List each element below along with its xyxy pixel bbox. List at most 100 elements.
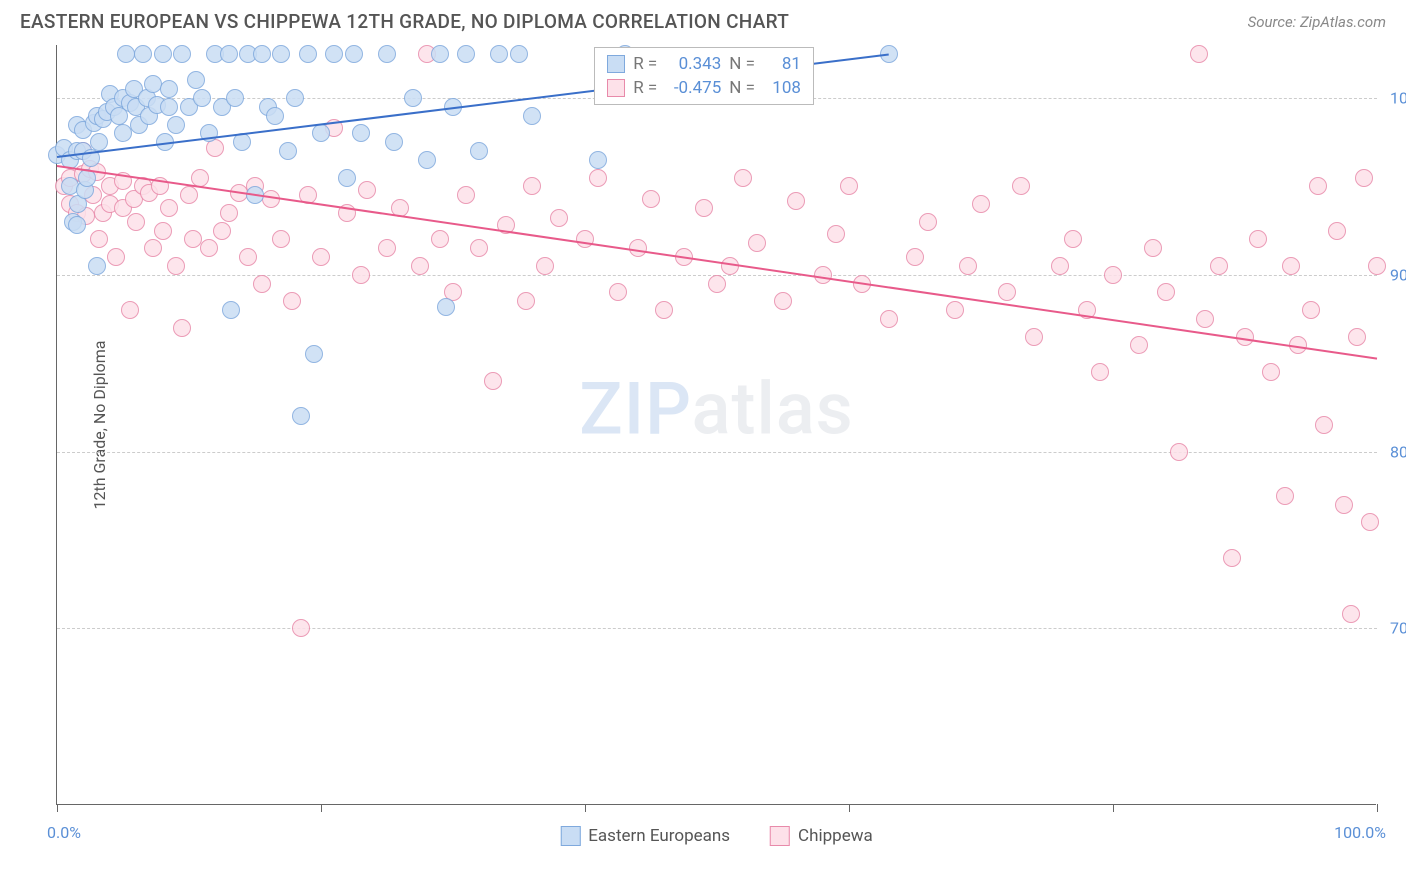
data-point [880, 310, 898, 328]
legend: Eastern EuropeansChippewa [560, 826, 872, 846]
data-point [220, 204, 238, 222]
legend-swatch [770, 826, 790, 846]
x-axis-max-label: 100.0% [1334, 823, 1386, 842]
data-point [1210, 257, 1228, 275]
data-point [378, 239, 396, 257]
data-point [352, 266, 370, 284]
data-point [404, 89, 422, 107]
data-point [312, 248, 330, 266]
data-point [200, 239, 218, 257]
data-point [1249, 230, 1267, 248]
data-point [154, 45, 172, 63]
x-tick [849, 804, 850, 812]
n-label: N = [729, 54, 755, 74]
correlation-box: R =0.343N =81R =-0.475N =108 [594, 47, 814, 105]
r-label: R = [633, 78, 657, 98]
data-point [1342, 605, 1360, 623]
source-label: Source: ZipAtlas.com [1248, 13, 1386, 31]
data-point [1302, 301, 1320, 319]
data-point [589, 169, 607, 187]
data-point [378, 45, 396, 63]
data-point [160, 199, 178, 217]
data-point [576, 230, 594, 248]
data-point [299, 45, 317, 63]
data-point [1309, 177, 1327, 195]
data-point [222, 301, 240, 319]
data-point [431, 45, 449, 63]
y-tick-label: 100.0% [1380, 89, 1406, 108]
data-point [272, 230, 290, 248]
data-point [305, 345, 323, 363]
data-point [292, 407, 310, 425]
data-point [1315, 416, 1333, 434]
r-value: 0.343 [665, 54, 721, 74]
correlation-row: R =-0.475N =108 [595, 76, 813, 100]
gridline [57, 628, 1377, 629]
legend-label: Eastern Europeans [588, 826, 730, 846]
data-point [1282, 257, 1300, 275]
data-point [589, 151, 607, 169]
r-label: R = [633, 54, 657, 74]
data-point [814, 266, 832, 284]
data-point [1170, 443, 1188, 461]
data-point [550, 209, 568, 227]
data-point [1223, 549, 1241, 567]
data-point [1091, 363, 1109, 381]
data-point [173, 45, 191, 63]
data-point [946, 301, 964, 319]
data-point [1157, 283, 1175, 301]
data-point [1104, 266, 1122, 284]
data-point [160, 80, 178, 98]
legend-swatch [560, 826, 580, 846]
data-point [1276, 487, 1294, 505]
y-axis-title: 12th Grade, No Diploma [90, 340, 109, 509]
data-point [1361, 513, 1379, 531]
data-point [160, 98, 178, 116]
data-point [523, 107, 541, 125]
data-point [708, 275, 726, 293]
data-point [840, 177, 858, 195]
data-point [68, 216, 86, 234]
correlation-row: R = 0.343 N = 81 [595, 52, 813, 76]
data-point [517, 292, 535, 310]
data-point [292, 619, 310, 637]
data-point [90, 133, 108, 151]
data-point [510, 45, 528, 63]
data-point [748, 234, 766, 252]
data-point [1196, 310, 1214, 328]
r-value: -0.475 [665, 78, 721, 98]
data-point [1064, 230, 1082, 248]
data-point [827, 225, 845, 243]
n-label: N = [729, 78, 755, 98]
data-point [167, 116, 185, 134]
data-point [338, 169, 356, 187]
data-point [213, 222, 231, 240]
data-point [121, 301, 139, 319]
data-point [431, 230, 449, 248]
data-point [536, 257, 554, 275]
chart-title: EASTERN EUROPEAN VS CHIPPEWA 12TH GRADE,… [20, 10, 789, 33]
scatter-plot: ZIPatlas 12th Grade, No Diploma 0.0% 100… [56, 45, 1376, 805]
legend-item: Eastern Europeans [560, 826, 730, 846]
data-point [470, 239, 488, 257]
series-swatch [607, 55, 625, 73]
data-point [193, 89, 211, 107]
data-point [457, 45, 475, 63]
data-point [90, 230, 108, 248]
data-point [180, 186, 198, 204]
data-point [437, 298, 455, 316]
data-point [167, 257, 185, 275]
data-point [418, 151, 436, 169]
data-point [919, 213, 937, 231]
data-point [272, 45, 290, 63]
data-point [1190, 45, 1208, 63]
x-axis-min-label: 0.0% [47, 823, 81, 842]
data-point [774, 292, 792, 310]
x-tick [585, 804, 586, 812]
data-point [734, 169, 752, 187]
data-point [345, 45, 363, 63]
n-value: 81 [763, 54, 801, 74]
data-point [655, 301, 673, 319]
data-point [484, 372, 502, 390]
data-point [283, 292, 301, 310]
